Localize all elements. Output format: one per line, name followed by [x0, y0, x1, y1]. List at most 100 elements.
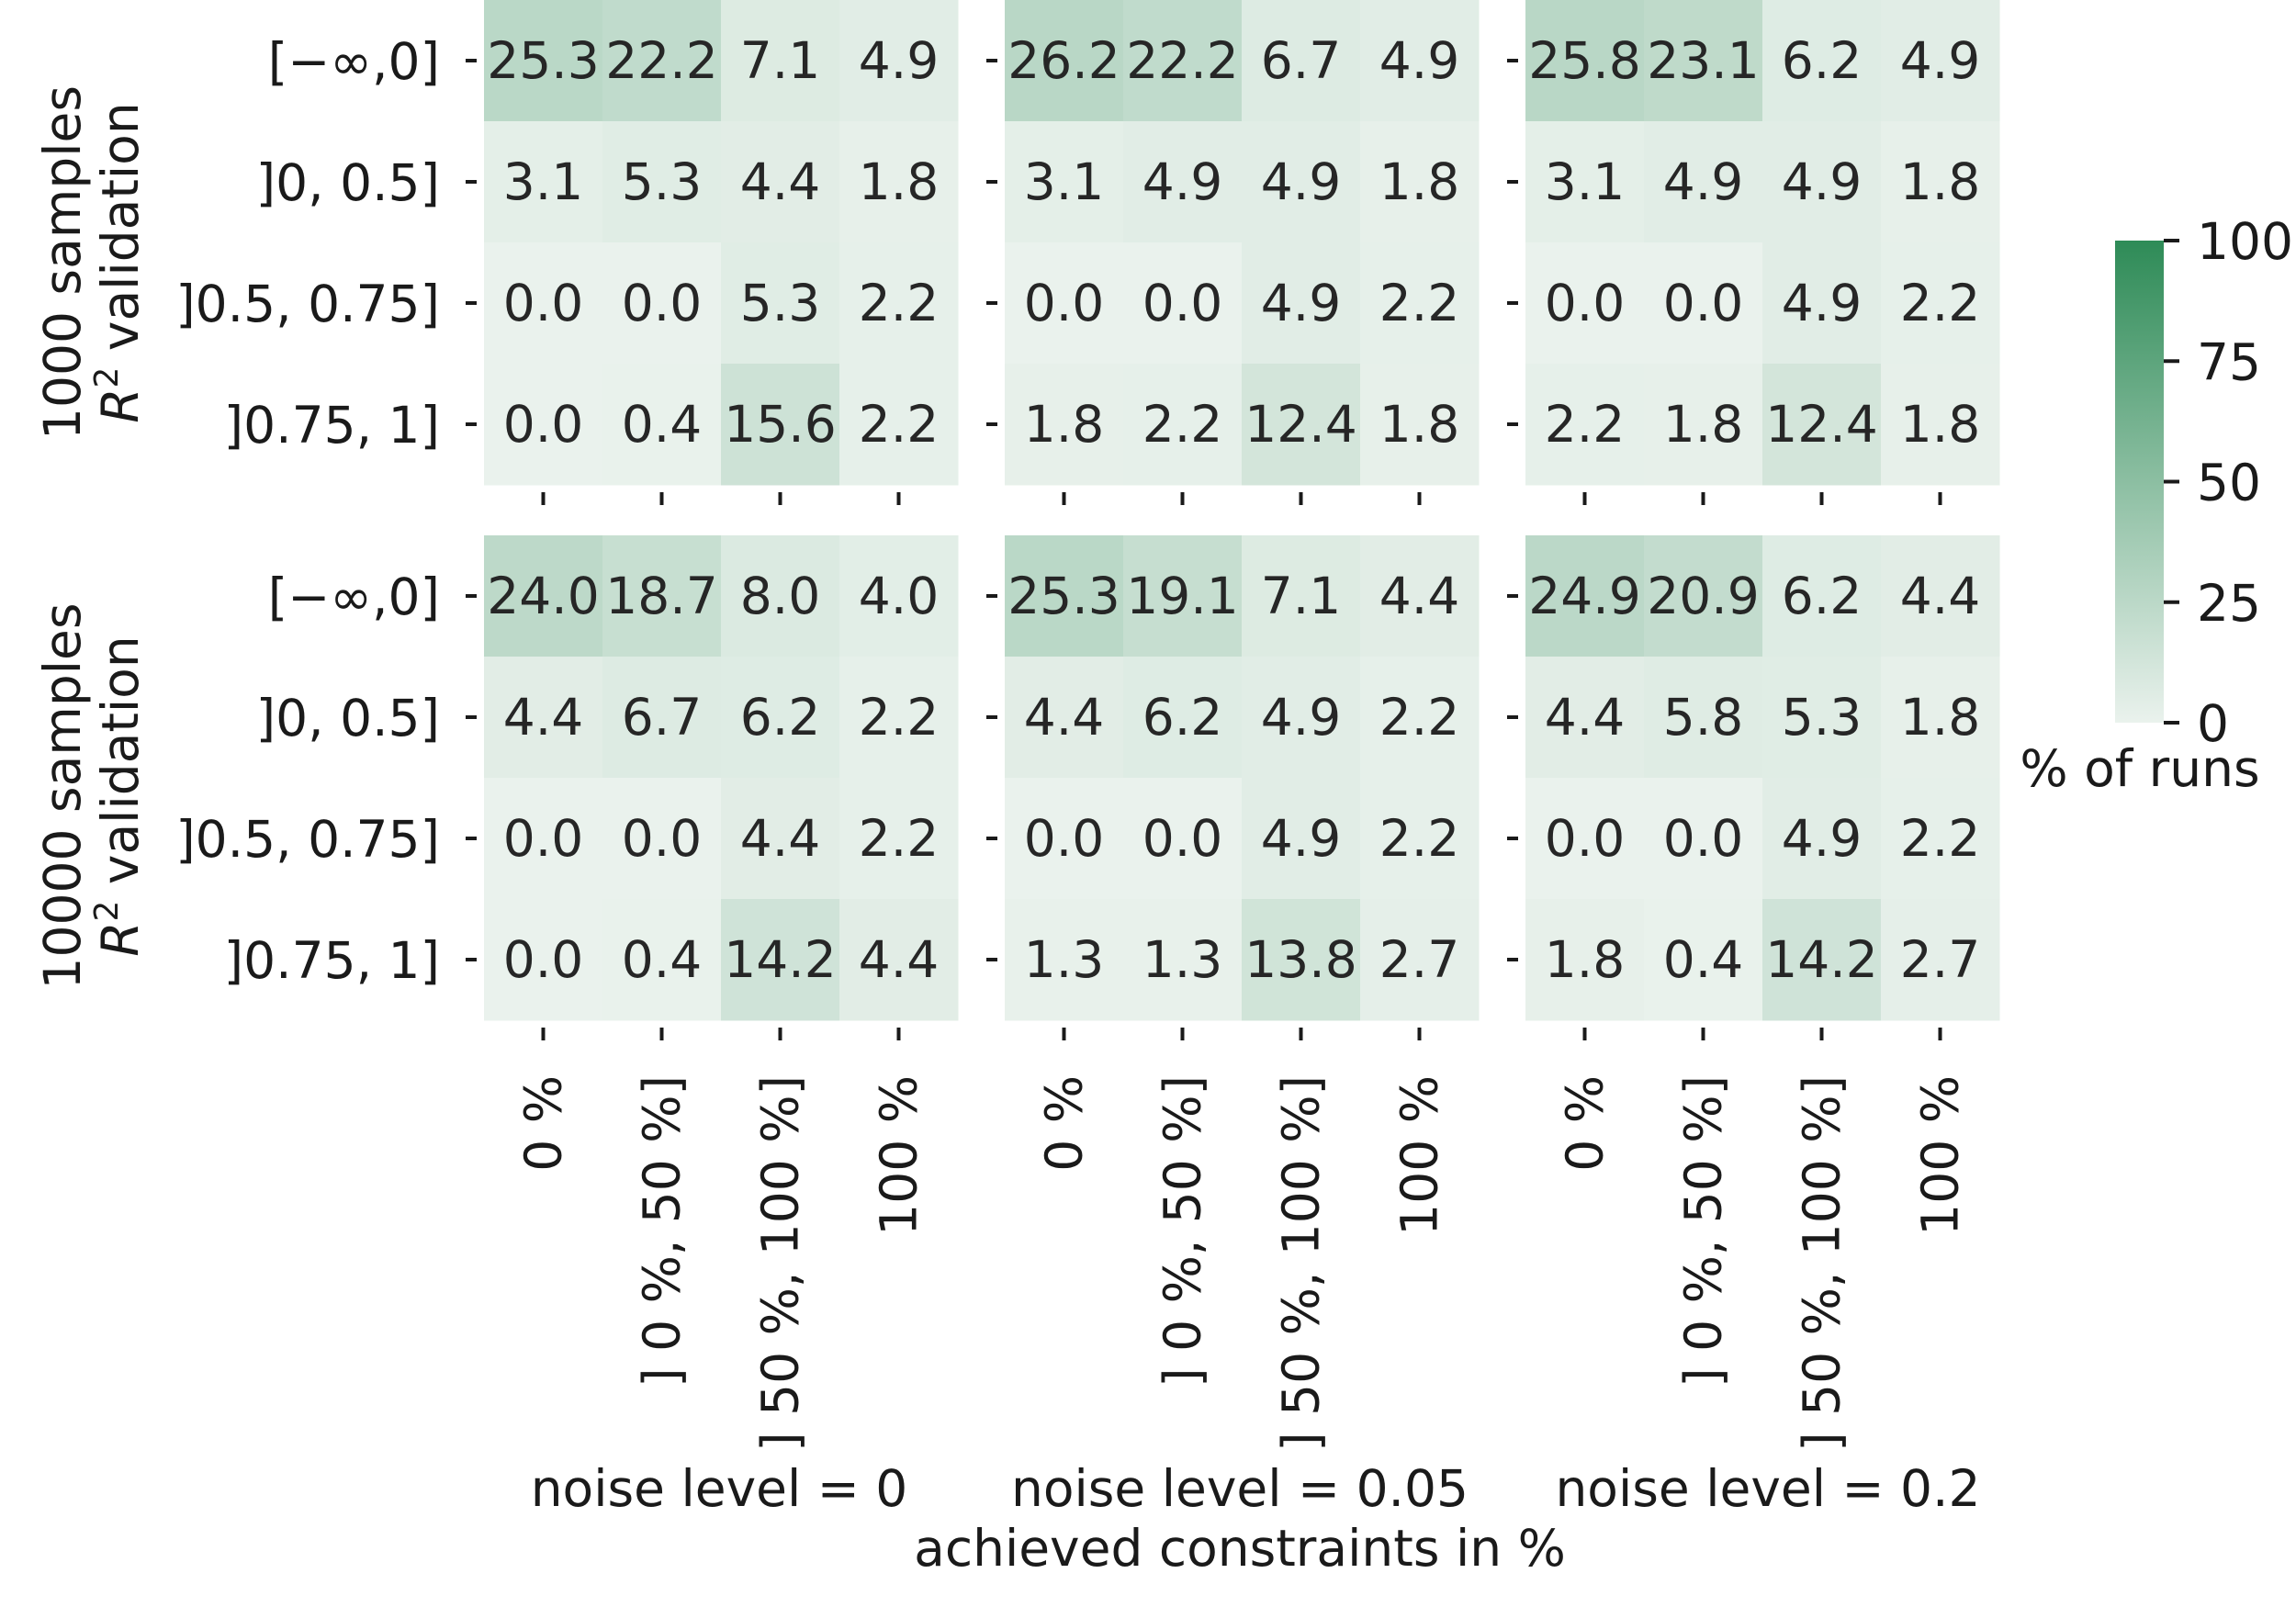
- cell-value-label: 1.8: [1379, 152, 1459, 211]
- cell-value-label: 4.4: [740, 152, 820, 211]
- x-tick-label: 0 %: [1556, 1075, 1615, 1172]
- cell-value-label: 6.2: [1782, 31, 1862, 90]
- heatmap-cell: [1005, 364, 1124, 486]
- colorbar-tick-label: 50: [2197, 454, 2261, 512]
- heatmap-cell: [1123, 778, 1243, 900]
- heatmap-cell: [602, 778, 722, 900]
- cell-value-label: 4.4: [859, 930, 939, 989]
- heatmap-cell: [839, 364, 959, 486]
- cell-value-label: 4.9: [1782, 809, 1862, 868]
- x-tick-label: ] 0 %, 50 %]: [1154, 1075, 1212, 1388]
- cell-value-label: 2.2: [1900, 274, 1980, 332]
- cell-value-label: 1.3: [1024, 930, 1104, 989]
- x-tick-label: ] 50 %, 100 %]: [1793, 1075, 1851, 1452]
- cell-value-label: 4.9: [1261, 688, 1341, 747]
- heatmap-cell: [1762, 535, 1882, 657]
- x-tick-label: 0 %: [1035, 1075, 1094, 1172]
- cell-value-label: 0.0: [1024, 809, 1104, 868]
- cell-value-label: 0.4: [622, 930, 702, 989]
- heatmap-cell: [1881, 899, 2000, 1021]
- x-tick-label: ] 50 %, 100 %]: [1272, 1075, 1331, 1452]
- x-tick-label: 100 %: [1390, 1075, 1449, 1236]
- cell-value-label: 0.0: [1545, 809, 1625, 868]
- heatmap-cell: [1360, 657, 1480, 779]
- cell-value-label: 4.4: [1900, 567, 1980, 625]
- cell-value-label: 5.3: [1782, 688, 1862, 747]
- heatmap-cell: [484, 364, 603, 486]
- cell-value-label: 4.4: [1024, 688, 1104, 747]
- heatmap-cell: [602, 121, 722, 243]
- heatmap-cell: [1644, 899, 1763, 1021]
- heatmap-cell: [721, 899, 840, 1021]
- heatmap-cell: [1005, 899, 1124, 1021]
- cell-value-label: 1.8: [1900, 395, 1980, 454]
- cell-value-label: 1.8: [1900, 152, 1980, 211]
- cell-value-label: 14.2: [724, 930, 836, 989]
- cell-value-label: 0.0: [622, 274, 702, 332]
- heatmap-cell: [1644, 0, 1763, 122]
- heatmap-cell: [484, 121, 603, 243]
- heatmap-cell: [1762, 121, 1882, 243]
- heatmap-cell: [1881, 778, 2000, 900]
- cell-value-label: 6.2: [1782, 567, 1862, 625]
- heatmap-cell: [1242, 364, 1361, 486]
- cell-value-label: 2.2: [859, 274, 939, 332]
- heatmap-cell: [1644, 535, 1763, 657]
- cell-value-label: 0.0: [503, 930, 583, 989]
- cell-value-label: 4.9: [1261, 152, 1341, 211]
- heatmap-cell: [1644, 364, 1763, 486]
- cell-value-label: 0.0: [1545, 274, 1625, 332]
- heatmap-cell: [1360, 899, 1480, 1021]
- colorbar-tick-label: 75: [2197, 332, 2261, 391]
- x-tick-label: ] 0 %, 50 %]: [633, 1075, 692, 1388]
- heatmap-cell: [1360, 242, 1480, 365]
- heatmap-cell: [721, 364, 840, 486]
- heatmap-cell: [1644, 121, 1763, 243]
- heatmap-cell: [1525, 121, 1645, 243]
- y-tick-label: [−∞,0]: [268, 568, 440, 626]
- heatmap-cell: [1360, 364, 1480, 486]
- heatmap-cell: [1360, 778, 1480, 900]
- cell-value-label: 26.2: [1007, 31, 1120, 90]
- cell-value-label: 22.2: [605, 31, 717, 90]
- heatmap-cell: [1242, 899, 1361, 1021]
- cell-value-label: 22.2: [1126, 31, 1238, 90]
- cell-value-label: 7.1: [740, 31, 820, 90]
- cell-value-label: 6.7: [1261, 31, 1341, 90]
- cell-value-label: 4.9: [1261, 809, 1341, 868]
- y-tick-label: ]0.75, 1]: [224, 396, 440, 455]
- cell-value-label: 6.2: [740, 688, 820, 747]
- heatmap-cell: [602, 364, 722, 486]
- cell-value-label: 5.3: [622, 152, 702, 211]
- heatmap-cell: [1525, 778, 1645, 900]
- cell-value-label: 4.9: [1782, 274, 1862, 332]
- cell-value-label: 4.9: [1142, 152, 1222, 211]
- cell-value-label: 24.0: [487, 567, 599, 625]
- heatmap-cell: [1242, 121, 1361, 243]
- heatmap-cell: [1123, 535, 1243, 657]
- row-title-10000-line2: R2 validation: [88, 635, 150, 956]
- heatmap-cell: [1762, 778, 1882, 900]
- x-tick-label: 100 %: [1911, 1075, 1970, 1236]
- heatmap-cell: [1881, 0, 2000, 122]
- heatmap-cell: [839, 0, 959, 122]
- y-tick-label: ]0.5, 0.75]: [175, 275, 440, 333]
- heatmap-cell: [1242, 0, 1361, 122]
- y-tick-label: ]0, 0.5]: [256, 153, 440, 212]
- cell-value-label: 1.3: [1142, 930, 1222, 989]
- heatmap-cell: [1525, 242, 1645, 365]
- cell-value-label: 4.9: [1663, 152, 1743, 211]
- heatmap-cell: [484, 899, 603, 1021]
- heatmap-cell: [839, 242, 959, 365]
- heatmap-cell: [721, 535, 840, 657]
- heatmap-cell: [484, 535, 603, 657]
- cell-value-label: 4.9: [859, 31, 939, 90]
- x-tick-label: ] 50 %, 100 %]: [751, 1075, 810, 1452]
- heatmap-cell: [1644, 242, 1763, 365]
- cell-value-label: 0.0: [503, 809, 583, 868]
- r-superscript: 2: [88, 367, 126, 388]
- col-title-noise-005: noise level = 0.05: [1011, 1459, 1469, 1518]
- cell-value-label: 1.8: [859, 152, 939, 211]
- cell-value-label: 12.4: [1244, 395, 1356, 454]
